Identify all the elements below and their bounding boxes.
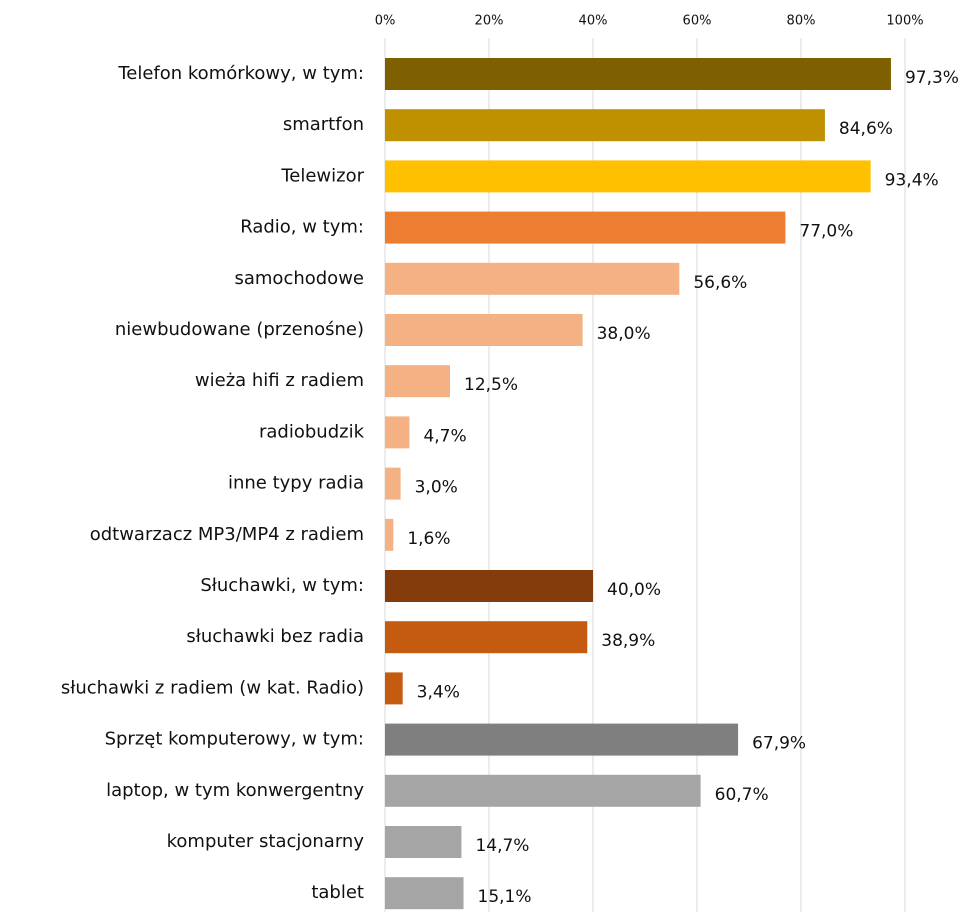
x-tick-label: 100% [886,14,923,29]
value-label: 14,7% [475,836,529,856]
category-label: odtwarzacz MP3/MP4 z radiem [90,524,364,545]
value-label: 67,9% [752,734,806,754]
value-label: 15,1% [478,887,532,907]
bar [385,518,394,551]
bar [385,672,403,705]
bar [385,467,401,500]
value-label: 3,0% [415,478,458,498]
category-label: komputer stacjonarny [167,831,365,852]
category-label: Sprzęt komputerowy, w tym: [105,729,364,750]
category-label: wieża hifi z radiem [195,370,364,391]
category-label: smartfon [283,114,364,135]
value-label: 38,9% [601,631,655,651]
bar [385,365,450,398]
value-label: 12,5% [464,375,518,395]
bar [385,723,739,756]
category-label: Słuchawki, w tym: [200,575,364,596]
category-label: Radio, w tym: [240,217,364,238]
value-label: 77,0% [799,222,853,242]
category-label: słuchawki bez radia [186,626,364,647]
value-label: 3,4% [417,682,460,702]
bar [385,58,891,90]
bar [385,262,680,295]
value-label: 93,4% [885,170,939,190]
bar [385,160,871,193]
category-label: słuchawki z radiem (w kat. Radio) [61,677,364,698]
x-tick-label: 60% [683,14,712,29]
x-tick-label: 80% [787,14,816,29]
value-label: 40,0% [607,580,661,600]
value-label: 60,7% [715,785,769,805]
bar [385,109,825,142]
value-label: 97,3% [905,68,959,88]
category-label: laptop, w tym konwergentny [106,780,364,801]
value-label: 38,0% [597,324,651,344]
bar [385,211,786,244]
category-label: tablet [311,882,364,903]
bar [385,877,464,910]
value-label: 1,6% [407,529,450,549]
value-label: 84,6% [839,119,893,139]
category-label: inne typy radia [228,473,364,494]
bar [385,621,588,654]
bar [385,314,583,346]
category-label: samochodowe [234,268,364,289]
value-label: 4,7% [423,426,466,446]
bar [385,570,593,602]
value-label: 56,6% [693,273,747,293]
category-label: radiobudzik [259,421,365,442]
category-label: Telewizor [280,165,364,186]
x-tick-label: 20% [475,14,504,29]
category-label: niewbudowane (przenośne) [115,319,364,340]
bar [385,826,462,858]
x-tick-label: 40% [579,14,608,29]
bar [385,416,410,449]
category-label: Telefon komórkowy, w tym: [117,63,364,84]
bar [385,774,701,807]
x-tick-label: 0% [375,14,396,29]
